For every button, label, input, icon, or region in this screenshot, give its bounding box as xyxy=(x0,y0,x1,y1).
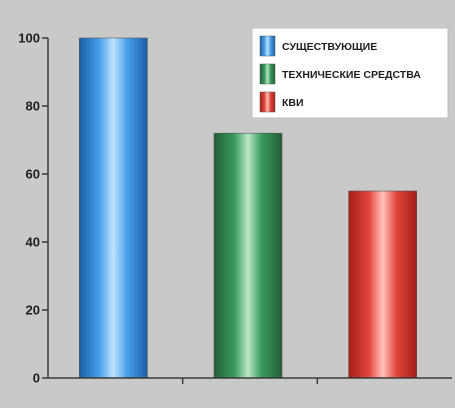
legend-label: СУЩЕСТВУЮЩИЕ xyxy=(282,41,377,53)
bar xyxy=(79,37,148,379)
legend-swatch xyxy=(259,35,276,57)
y-tick-label: 20 xyxy=(26,303,40,318)
bar xyxy=(348,190,417,379)
y-tick-label: 0 xyxy=(33,371,40,386)
y-axis-ticks: 0 20 40 60 80 100 xyxy=(18,31,319,386)
axes-layer xyxy=(47,38,452,379)
legend-swatch xyxy=(259,91,276,113)
legend-label: ТЕХНИЧЕСКИЕ СРЕДСТВА xyxy=(282,69,421,81)
bars-layer xyxy=(79,37,417,379)
legend-swatch xyxy=(259,63,276,85)
y-tick-label: 80 xyxy=(26,99,40,114)
legend-box xyxy=(251,27,449,119)
legend-label: КВИ xyxy=(282,97,304,109)
y-tick-label: 100 xyxy=(18,31,40,46)
y-tick-label: 60 xyxy=(26,167,40,182)
y-tick-label: 40 xyxy=(26,235,40,250)
legend: СУЩЕСТВУЮЩИЕ ТЕХНИЧЕСКИЕ СРЕДСТВА КВИ xyxy=(251,27,449,119)
bar xyxy=(213,132,283,379)
